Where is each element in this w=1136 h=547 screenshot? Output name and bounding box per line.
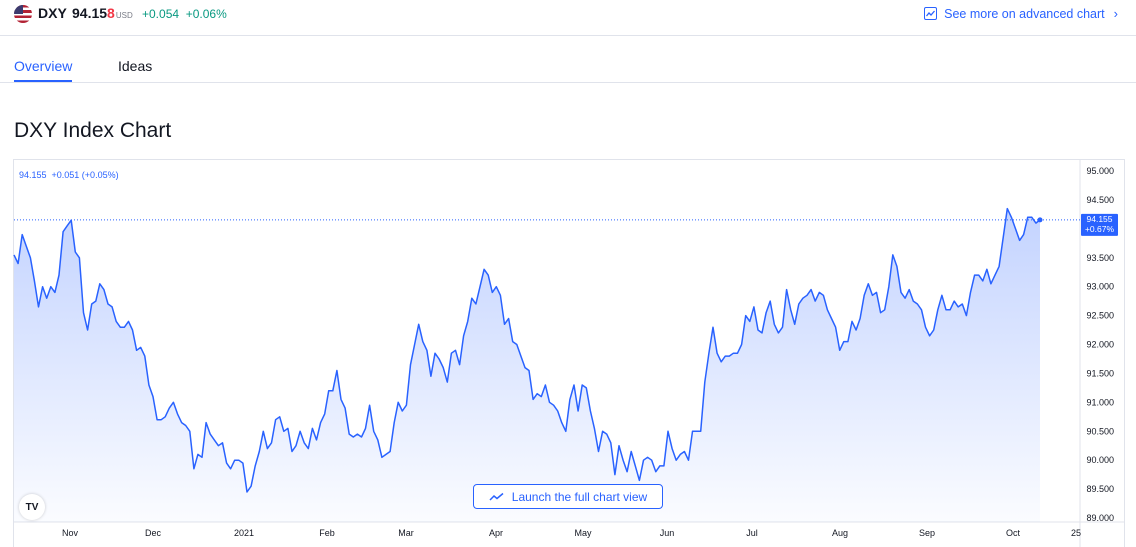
tab-ideas[interactable]: Ideas [118, 58, 153, 74]
time-tick-label: Nov [62, 528, 79, 538]
tradingview-logo[interactable]: TV [19, 494, 45, 520]
tab-overview[interactable]: Overview [14, 58, 73, 82]
price-tick-label: 94.500 [1086, 195, 1114, 205]
tab-bar: Overview Ideas [0, 36, 1136, 83]
price-tag-change: +0.67% [1085, 224, 1115, 234]
launch-chart-button[interactable]: Launch the full chart view [473, 484, 663, 509]
launch-chart-label: Launch the full chart view [511, 489, 648, 504]
price-tag: 94.155 +0.67% [1081, 213, 1118, 236]
price-tick-label: 95.000 [1086, 166, 1114, 176]
page-title: DXY Index Chart [14, 119, 172, 142]
price-tick-label: 89.000 [1086, 513, 1114, 523]
series-line [13, 207, 1041, 493]
advanced-chart-link-label: See more on advanced chart [944, 6, 1105, 21]
time-tick-label: Mar [398, 528, 414, 538]
last-point-marker [1037, 217, 1043, 223]
time-tick-label: Oct [1006, 528, 1021, 538]
chevron-right-icon: › [1113, 6, 1118, 21]
price-tick-label: 92.000 [1086, 340, 1114, 350]
time-tick-label: Sep [919, 528, 935, 538]
price-last-digit: 8 [107, 5, 115, 21]
time-tick-label: Jul [746, 528, 758, 538]
currency-label: USD [115, 11, 133, 20]
price-tick-label: 93.000 [1086, 282, 1114, 292]
price-tick-label: 89.500 [1086, 484, 1114, 494]
price-tick-label: 93.500 [1086, 253, 1114, 263]
price-tick-label: 91.500 [1086, 368, 1114, 378]
time-tick-label: 25 [1071, 528, 1081, 538]
price-change: +0.054 +0.06% [142, 7, 227, 21]
price-tick-label: 90.000 [1086, 455, 1114, 465]
symbol-name: DXY [38, 5, 67, 21]
time-axis[interactable]: Nov Dec 2021 Feb Mar Apr May Jun Jul Aug Sep Oct 25 [62, 528, 1081, 538]
price-tick-label: 91.000 [1086, 397, 1114, 407]
symbol-header: DXY 94.158USD +0.054 +0.06% See more on … [0, 0, 1136, 36]
price-tag-value: 94.155 [1087, 214, 1113, 224]
price-main: 94.15 [72, 5, 108, 21]
chart-legend: 94.155 +0.051 (+0.05%) [19, 170, 119, 180]
time-tick-label: Apr [489, 528, 503, 538]
price-tick-label: 92.500 [1086, 311, 1114, 321]
advanced-chart-link[interactable]: See more on advanced chart › [924, 6, 1118, 21]
price-tick-label: 90.500 [1086, 426, 1114, 436]
time-tick-label: Feb [319, 528, 335, 538]
time-tick-label: Dec [145, 528, 162, 538]
area-fill [14, 208, 1040, 522]
trend-icon [489, 492, 504, 501]
last-price: 94.158USD [72, 5, 133, 21]
us-flag-icon [14, 5, 32, 23]
chart-frame [13, 159, 1125, 547]
time-tick-label: Aug [832, 528, 848, 538]
time-tick-label: May [574, 528, 592, 538]
chart-icon [924, 7, 938, 20]
time-tick-label: Jun [660, 528, 675, 538]
time-tick-label: 2021 [234, 528, 254, 538]
